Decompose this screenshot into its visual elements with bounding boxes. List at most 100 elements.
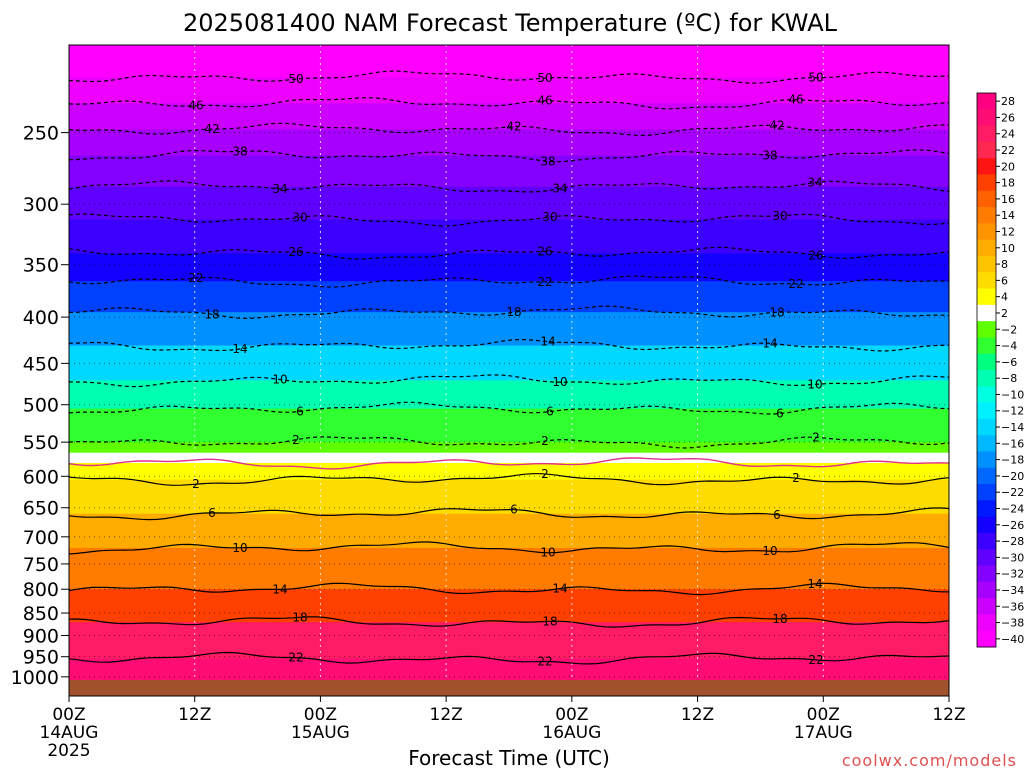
color-band-warm: [69, 589, 949, 624]
y-tick-label: 450: [23, 353, 59, 375]
color-band-cold: [69, 219, 949, 255]
isotherm-label: 10: [552, 375, 567, 389]
colorbar-legend: 28 26 24 22 20 18 16 14 12 10 8 6 4 2 −2 −4 −6 −8 −10 −12 −1…: [976, 92, 1024, 648]
isotherm-label: 10: [272, 373, 287, 387]
colorbar-label: 24: [1001, 128, 1015, 141]
isotherm-line-cold: [69, 401, 949, 415]
isotherm-label: 30: [542, 210, 557, 224]
isotherm-label: 6: [208, 506, 216, 520]
colorbar-swatch: [977, 125, 996, 143]
colorbar-swatch: [977, 174, 996, 192]
isotherm-label: 6: [773, 508, 781, 522]
isotherm-label: 46: [537, 94, 552, 108]
x-tick-label: 12Z: [932, 705, 965, 725]
colorbar-swatch: [977, 630, 996, 648]
colorbar-label: −4: [1001, 340, 1017, 353]
isotherm-label: 22: [288, 651, 303, 665]
colorbar-label: 6: [1001, 274, 1008, 287]
isotherm-label: 14: [762, 336, 777, 350]
x-tick-label: 00Z: [807, 705, 840, 725]
isotherm-label: 18: [292, 610, 307, 624]
color-band-cold: [69, 442, 949, 454]
freezing-line: [69, 457, 949, 470]
y-tick-label: 250: [23, 123, 59, 145]
colorbar-label: −28: [1001, 535, 1024, 548]
isotherm-label: 26: [537, 244, 552, 258]
x-tick-label: 12Z: [430, 705, 463, 725]
x-tick-year: 2025: [47, 741, 90, 761]
colorbar-swatch: [977, 272, 996, 290]
isotherm-label: 26: [288, 245, 303, 259]
colorbar-label: 12: [1001, 226, 1015, 239]
y-tick-label: 800: [23, 579, 59, 601]
isotherm-label: 14: [272, 582, 287, 596]
colorbar-swatch: [977, 386, 996, 404]
isotherm-label: 2: [812, 430, 820, 444]
colorbar-label: 16: [1001, 193, 1015, 206]
color-band-cold: [69, 281, 949, 314]
isotherm-line-cold: [69, 275, 949, 288]
colorbar-swatch: [977, 109, 996, 127]
isotherm-line-cold: [69, 213, 949, 227]
color-band-warm: [69, 479, 949, 515]
y-tick-label: 600: [23, 466, 59, 488]
colorbar-swatch: [977, 581, 996, 599]
colorbar-label: −32: [1001, 568, 1024, 581]
colorbar-label: −30: [1001, 551, 1024, 564]
isotherm-label: 26: [808, 248, 823, 262]
y-tick-label: 550: [23, 432, 59, 454]
colorbar-label: −8: [1001, 372, 1017, 385]
x-tick-date: 16AUG: [542, 723, 601, 743]
color-band-warm: [69, 462, 949, 481]
isotherm-line-warm: [69, 541, 949, 555]
colorbar-label: 22: [1001, 144, 1015, 157]
color-band-zero: [69, 452, 949, 464]
x-tick-date: 17AUG: [794, 723, 853, 743]
x-tick-label: 00Z: [52, 705, 85, 725]
x-tick-label: 12Z: [178, 705, 211, 725]
colorbar-swatch: [977, 158, 996, 175]
isotherm-label: 2: [192, 477, 200, 491]
isotherm-label: 42: [769, 119, 784, 133]
isotherm-line-warm: [69, 473, 949, 486]
isotherm-line-cold: [69, 305, 949, 320]
isotherm-label: 50: [537, 71, 552, 85]
isotherm-line-cold: [69, 339, 949, 352]
colorbar-swatch: [977, 190, 996, 208]
isotherm-label: 6: [776, 407, 784, 421]
isotherm-label: 18: [772, 612, 787, 626]
colorbar-swatch: [977, 451, 996, 469]
color-band-cold: [69, 45, 949, 79]
isotherm-line-cold: [69, 70, 949, 84]
colorbar-swatch: [977, 370, 996, 387]
chart-title: 2025081400 NAM Forecast Temperature (ºC)…: [183, 9, 838, 37]
isotherm-label: 10: [540, 546, 555, 560]
y-tick-label: 850: [23, 603, 59, 625]
y-tick-label: 300: [23, 194, 59, 216]
colorbar-swatch: [977, 484, 996, 501]
colorbar-label: −36: [1001, 600, 1024, 613]
x-tick-label: 00Z: [555, 705, 588, 725]
colorbar-swatch: [977, 223, 996, 241]
isotherm-label: 22: [788, 277, 803, 291]
colorbar-label: −38: [1001, 617, 1024, 630]
isotherm-label: 2: [541, 467, 549, 481]
isotherm-label: 10: [232, 541, 247, 555]
colorbar-label: −40: [1001, 633, 1024, 646]
isotherm-label: 34: [807, 175, 822, 189]
colorbar-swatch: [977, 500, 996, 518]
colorbar-label: 8: [1001, 258, 1008, 271]
y-tick-label: 950: [23, 647, 59, 669]
x-tick-date: 15AUG: [291, 723, 350, 743]
colorbar-label: −12: [1001, 405, 1024, 418]
isotherm-label: 10: [807, 377, 822, 391]
x-tick-date: 14AUG: [40, 723, 99, 743]
colorbar-swatch: [977, 402, 996, 420]
colorbar-label: −2: [1001, 323, 1017, 336]
isotherm-label: 22: [537, 654, 552, 668]
colorbar-swatch: [977, 549, 996, 567]
isotherm-line-warm: [69, 507, 949, 521]
colorbar-swatch: [977, 337, 996, 355]
